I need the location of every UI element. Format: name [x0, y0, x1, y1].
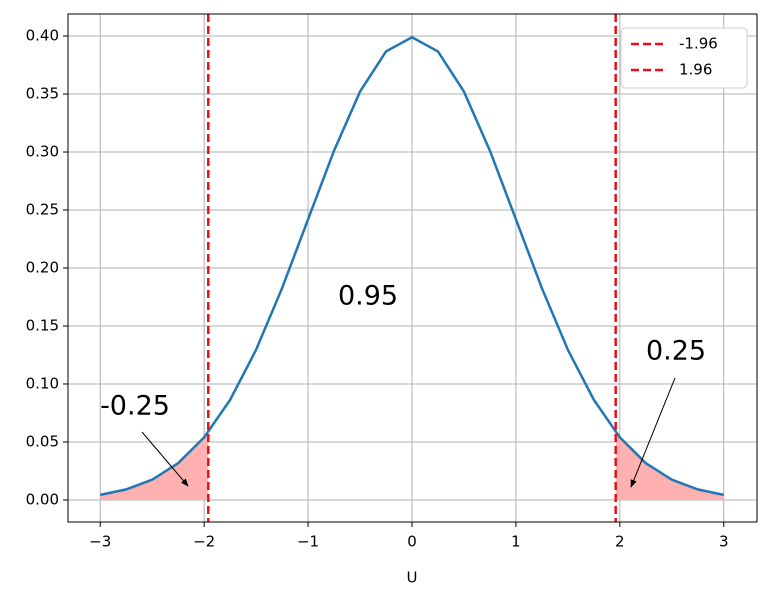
annotation: 0.95: [338, 281, 398, 312]
tail-area: [615, 432, 724, 500]
x-tick-label: −2: [193, 533, 215, 551]
annotation: 0.25: [646, 336, 706, 367]
x-tick-label: 2: [615, 533, 625, 551]
y-tick-label: 0.10: [26, 374, 59, 392]
y-tick-label: 0.05: [26, 432, 59, 450]
annotation-arrow: [630, 377, 676, 488]
legend-label: -1.96: [679, 35, 718, 53]
y-tick-label: 0.00: [26, 490, 59, 508]
y-tick-label: 0.35: [26, 85, 59, 103]
pdf-line: [99, 35, 725, 497]
legend-box: [620, 27, 748, 89]
plot-frame: [67, 13, 758, 523]
y-tick-label: 0.40: [26, 27, 59, 45]
x-tick-label: −1: [297, 533, 319, 551]
y-tick-label: 0.15: [26, 316, 59, 334]
annotation-arrow: [141, 431, 189, 487]
annotation: -0.25: [100, 391, 170, 422]
x-tick-label: 1: [511, 533, 521, 551]
legend-label: 1.96: [679, 61, 712, 79]
y-tick-label: 0.25: [26, 201, 59, 219]
x-tick-label: −3: [89, 533, 111, 551]
x-tick-label: 0: [407, 533, 417, 551]
x-axis-label: U: [407, 569, 418, 587]
y-tick-label: 0.30: [26, 143, 59, 161]
x-tick-label: 3: [719, 533, 729, 551]
y-tick-label: 0.20: [26, 259, 59, 277]
